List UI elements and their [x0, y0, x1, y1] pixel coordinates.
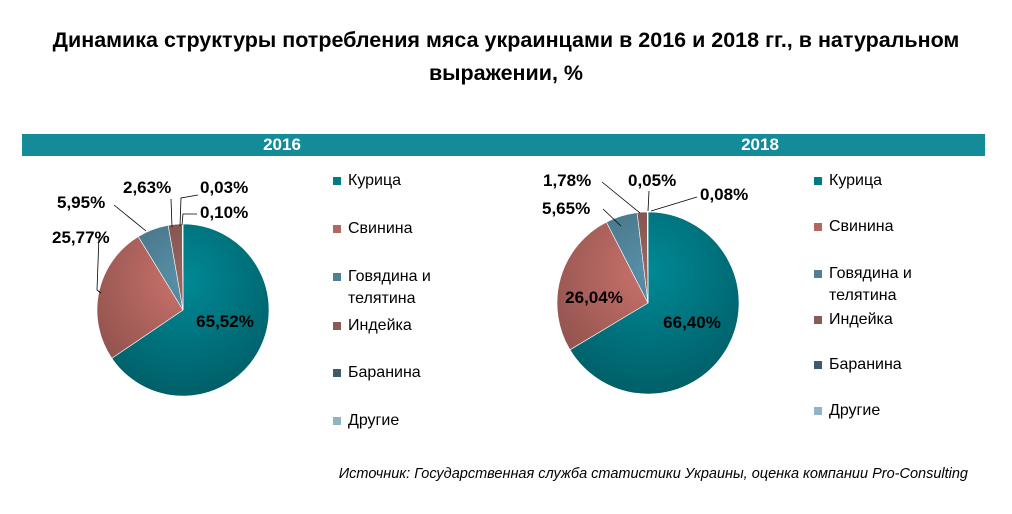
legend-swatch-0-4	[333, 369, 341, 377]
data-label-0-2: 5,95%	[57, 193, 105, 212]
year-band-2016	[22, 134, 305, 156]
pie-title-2018: 2018	[741, 135, 779, 154]
legend-swatch-1-4	[814, 361, 822, 369]
data-label-1-2: 5,65%	[542, 199, 590, 218]
chart-title: Динамика структуры потребления мяса укра…	[0, 24, 1012, 90]
pie-slice-1-0	[569, 211, 740, 395]
legend-label-1-0: Курица	[829, 172, 883, 189]
legend-swatch-0-0	[333, 177, 341, 185]
legend-label-0-2: Говядина и телятина	[348, 268, 431, 307]
leader-line-1-2	[602, 208, 622, 227]
legend-label-1-5: Другие	[829, 402, 881, 419]
data-label-1-5: 0,08%	[700, 185, 748, 204]
legend-swatch-1-0	[814, 177, 822, 185]
legend-swatch-0-3	[333, 322, 341, 330]
data-label-1-4: 0,05%	[628, 171, 676, 190]
legend-swatch-1-2	[814, 270, 822, 278]
pie-title-2016: 2016	[263, 135, 301, 154]
pie-2018: 66,40% 26,04% 5,65% 1,78% 0,05% 0,08%	[542, 171, 748, 395]
legend-label-1-3: Индейка	[829, 311, 893, 328]
legend-label-0-4: Баранина	[348, 364, 421, 381]
data-label-0-3: 2,63%	[123, 178, 171, 197]
legend-label-0-0: Курица	[348, 172, 402, 189]
leader-line-0-2	[113, 204, 147, 232]
leader-line-0-4	[179, 194, 199, 227]
legend-swatch-1-3	[814, 316, 822, 324]
data-label-1-0: 66,40%	[663, 313, 721, 332]
legend-label-0-5: Другие	[348, 412, 400, 429]
pie-slice-1-1	[556, 221, 649, 351]
year-band-2018	[305, 134, 985, 156]
legend-label-1-4: Баранина	[829, 356, 902, 373]
leader-line-1-5	[650, 196, 698, 212]
chart-title-text: Динамика структуры потребления мяса укра…	[52, 28, 960, 85]
data-label-1-3: 1,78%	[543, 171, 591, 190]
pie-2016: 65,52% 25,77% 5,95% 2,63% 0,03% 0,10%	[52, 178, 270, 397]
legend-swatch-1-5	[814, 407, 822, 415]
data-label-1-1: 26,04%	[565, 288, 623, 307]
legend-label-0-1: Свинина	[348, 220, 413, 237]
source-note: Источник: Государственная служба статист…	[338, 466, 968, 482]
pie-slice-0-0	[111, 223, 270, 397]
data-label-0-1: 25,77%	[52, 228, 110, 247]
leader-line-1-3	[601, 181, 641, 214]
leader-line-1-4	[647, 190, 650, 212]
legend-label-1-2: Говядина и телятина	[829, 265, 912, 304]
legend-swatch-0-2	[333, 273, 341, 281]
legend-label-0-3: Индейка	[348, 317, 412, 334]
legend-swatch-0-1	[333, 225, 341, 233]
data-label-0-4: 0,03%	[200, 178, 248, 197]
leader-line-0-3	[170, 198, 173, 228]
legend-swatch-1-1	[814, 223, 822, 231]
leader-line-0-1	[96, 235, 102, 294]
legend-label-1-1: Свинина	[829, 218, 894, 235]
leader-line-0-5	[181, 213, 197, 226]
legend-swatch-0-5	[333, 417, 341, 425]
data-label-0-5: 0,10%	[200, 203, 248, 222]
data-label-0-0: 65,52%	[196, 312, 254, 331]
